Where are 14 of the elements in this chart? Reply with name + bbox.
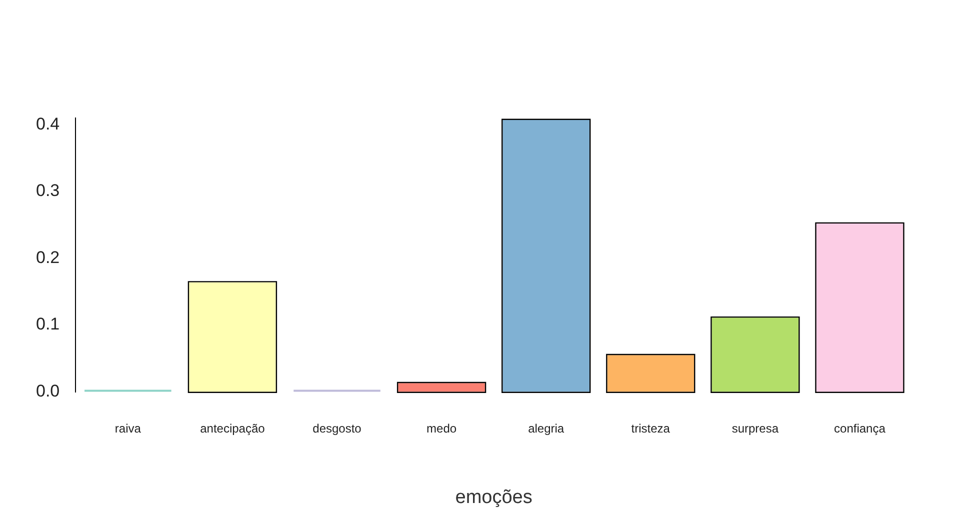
- y-tick-label: 0.3: [36, 181, 60, 200]
- x-tick-label: desgosto: [312, 421, 362, 436]
- x-tick-label: alegria: [528, 421, 564, 436]
- y-tick-label: 0.0: [36, 381, 60, 400]
- x-tick-label: confiança: [834, 421, 886, 436]
- y-tick-label: 0.4: [36, 114, 60, 134]
- x-tick-label: antecipação: [200, 421, 266, 436]
- x-tick-label: tristeza: [631, 421, 670, 436]
- x-axis-title: emoções: [455, 486, 532, 508]
- x-tick-label: surpresa: [732, 421, 779, 436]
- x-tick-label: medo: [426, 421, 457, 436]
- x-tick-label: raiva: [114, 421, 142, 436]
- y-tick-label: 0.2: [36, 248, 60, 267]
- y-tick-label: 0.1: [36, 314, 60, 334]
